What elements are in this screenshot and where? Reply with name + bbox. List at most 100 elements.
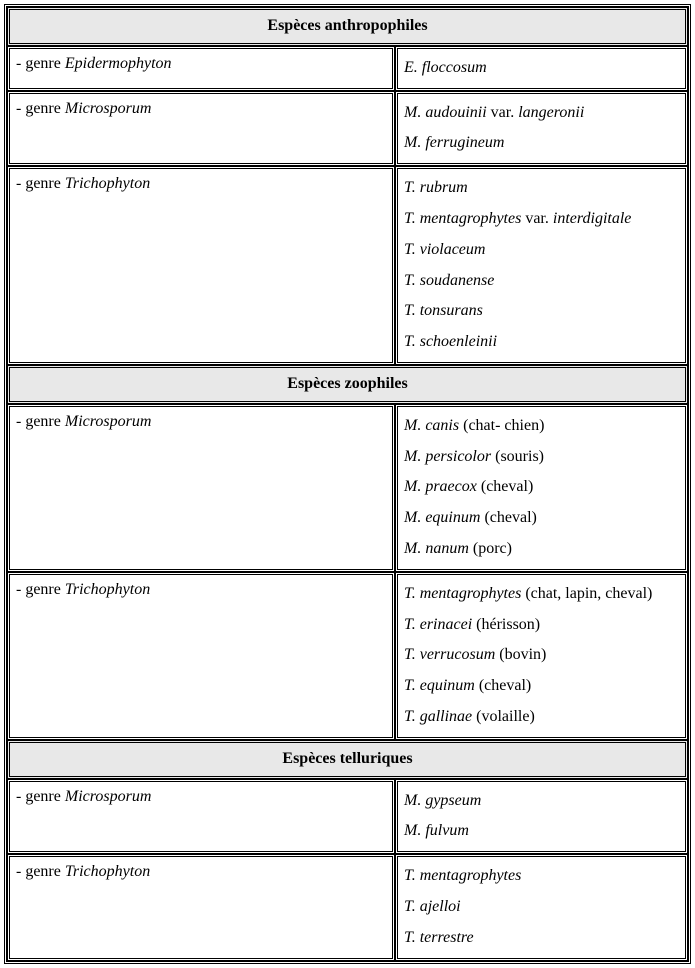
species-note: (chat- chien) — [459, 417, 544, 434]
species-line: T. mentagrophytes — [404, 866, 679, 887]
species-name: M. canis — [404, 417, 459, 434]
species-line: M. nanum (porc) — [404, 539, 679, 560]
species-name: T. mentagrophytes — [404, 210, 521, 227]
table-row: - genre Epidermophyton E. floccosum — [7, 46, 688, 91]
genus-prefix: - genre — [16, 55, 65, 72]
species-line: M. equinum (cheval) — [404, 508, 679, 529]
species-line: T. ajelloi — [404, 897, 679, 918]
species-line: M. gypseum — [404, 791, 679, 812]
table-row: - genre MicrosporumM. audouinii var. lan… — [7, 91, 688, 167]
species-name: T. mentagrophytes — [404, 867, 521, 884]
species-name: M. praecox — [404, 478, 477, 495]
species-line: T. verrucosum (bovin) — [404, 645, 679, 666]
species-note: (bovin) — [495, 646, 546, 663]
species-name: M. nanum — [404, 540, 469, 557]
genus-name: Microsporum — [65, 100, 152, 117]
species-name: T. soudanense — [404, 272, 494, 289]
species-cell: T. mentagrophytes T. ajelloi T. terrestre — [395, 854, 688, 960]
genus-prefix: - genre — [16, 413, 65, 430]
genus-name: Microsporum — [65, 413, 152, 430]
species-line: T. tonsurans — [404, 301, 679, 322]
species-line: M. fulvum — [404, 821, 679, 842]
genus-cell: - genre Epidermophyton — [7, 46, 395, 91]
species-name: T. mentagrophytes — [404, 585, 521, 602]
species-name: M. audouinii — [404, 104, 487, 121]
section-header: Espèces anthropophiles — [7, 7, 688, 46]
species-var-label: var. — [487, 104, 519, 121]
genus-prefix: - genre — [16, 788, 65, 805]
species-cell: M. canis (chat- chien) M. persicolor (sou… — [395, 404, 688, 572]
species-line: T. terrestre — [404, 928, 679, 949]
species-line: T. violaceum — [404, 240, 679, 261]
species-name: M. fulvum — [404, 822, 469, 839]
species-name: T. gallinae — [404, 708, 472, 725]
species-name: M. equinum — [404, 509, 480, 526]
species-line: T. gallinae (volaille) — [404, 707, 679, 728]
species-name: T. violaceum — [404, 241, 485, 258]
species-note: (hérisson) — [472, 616, 540, 633]
species-var-label: var. — [521, 210, 553, 227]
species-var-name: interdigitale — [553, 210, 632, 227]
genus-cell: - genre Microsporum — [7, 779, 395, 855]
genus-prefix: - genre — [16, 581, 65, 598]
genus-name: Trichophyton — [65, 581, 150, 598]
species-line: M. ferrugineum — [404, 133, 679, 154]
genus-name: Trichophyton — [65, 175, 150, 192]
genus-prefix: - genre — [16, 863, 65, 880]
genus-name: Microsporum — [65, 788, 152, 805]
genus-prefix: - genre — [16, 100, 65, 117]
species-name: T. equinum — [404, 677, 475, 694]
table-body: Espèces anthropophiles- genre Epidermoph… — [7, 7, 688, 961]
species-name: T. rubrum — [404, 179, 468, 196]
species-name: M. ferrugineum — [404, 134, 504, 151]
genus-cell: - genre Microsporum — [7, 404, 395, 572]
species-name: T. terrestre — [404, 929, 474, 946]
species-note: (chat, lapin, cheval) — [521, 585, 652, 602]
species-name: M. persicolor — [404, 448, 491, 465]
species-note: (volaille) — [472, 708, 535, 725]
species-cell: M. audouinii var. langeronii M. ferrugine… — [395, 91, 688, 167]
species-note: (cheval) — [475, 677, 531, 694]
species-note: (cheval) — [480, 509, 536, 526]
genus-cell: - genre Trichophyton — [7, 166, 395, 365]
species-line: E. floccosum — [404, 58, 679, 79]
species-line: M. canis (chat- chien) — [404, 416, 679, 437]
genus-cell: - genre Trichophyton — [7, 854, 395, 960]
species-name: T. verrucosum — [404, 646, 495, 663]
species-name: T. tonsurans — [404, 302, 483, 319]
species-cell: T. mentagrophytes (chat, lapin, cheval)T… — [395, 572, 688, 740]
species-name: T. ajelloi — [404, 898, 461, 915]
table-row: - genre Trichophyton T. rubrum T. mentagro… — [7, 166, 688, 365]
species-cell: T. rubrum T. mentagrophytes var. interdig… — [395, 166, 688, 365]
genus-cell: - genre Trichophyton — [7, 572, 395, 740]
species-line: T. erinacei (hérisson) — [404, 615, 679, 636]
section-header: Espèces telluriques — [7, 740, 688, 779]
genus-prefix: - genre — [16, 175, 65, 192]
table-row: - genre Microsporum M. gypseum M. fulvum — [7, 779, 688, 855]
species-name: M. gypseum — [404, 792, 481, 809]
species-line: T. equinum (cheval) — [404, 676, 679, 697]
genus-cell: - genre Microsporum — [7, 91, 395, 167]
genus-name: Epidermophyton — [65, 55, 172, 72]
species-note: (porc) — [469, 540, 512, 557]
species-name: T. schoenleinii — [404, 333, 497, 350]
species-line: M. audouinii var. langeronii — [404, 103, 679, 124]
species-line: T. soudanense — [404, 271, 679, 292]
species-line: T. mentagrophytes (chat, lapin, cheval) — [404, 584, 679, 605]
table-row: - genre TrichophytonT. mentagrophytes (c… — [7, 572, 688, 740]
species-table: Espèces anthropophiles- genre Epidermoph… — [4, 4, 691, 964]
table-row: - genre TrichophytonT. mentagrophytesT. … — [7, 854, 688, 960]
species-cell: M. gypseum M. fulvum — [395, 779, 688, 855]
species-name: T. erinacei — [404, 616, 472, 633]
genus-name: Trichophyton — [65, 863, 150, 880]
species-cell: E. floccosum — [395, 46, 688, 91]
species-line: T. rubrum — [404, 178, 679, 199]
species-line: M. praecox (cheval) — [404, 477, 679, 498]
species-line: T. mentagrophytes var. interdigitale — [404, 209, 679, 230]
species-note: (souris) — [491, 448, 544, 465]
section-header: Espèces zoophiles — [7, 365, 688, 404]
table-row: - genre MicrosporumM. canis (chat- chien… — [7, 404, 688, 572]
species-line: M. persicolor (souris) — [404, 447, 679, 468]
species-note: (cheval) — [477, 478, 533, 495]
species-name: E. floccosum — [404, 59, 487, 76]
